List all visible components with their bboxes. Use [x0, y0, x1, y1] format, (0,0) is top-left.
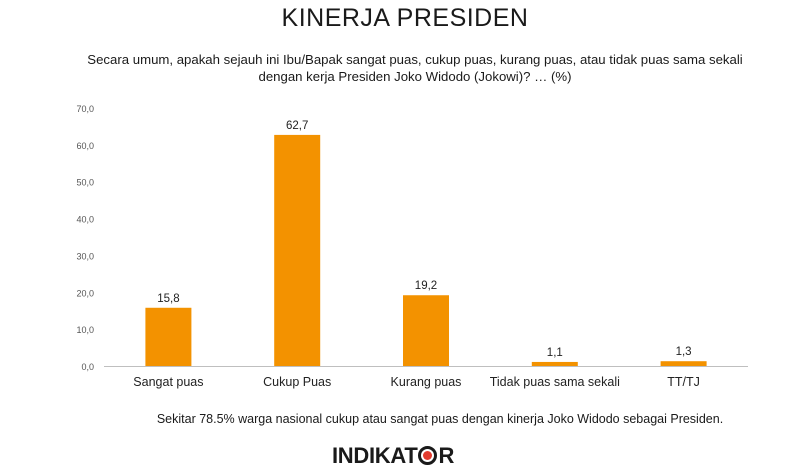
category-label: Tidak puas sama sekali [490, 375, 620, 389]
data-label: 15,8 [157, 293, 179, 305]
category-label: Cukup Puas [263, 375, 331, 389]
y-tick-label: 30,0 [76, 251, 94, 261]
data-label: 1,1 [547, 347, 563, 359]
chart-title: KINERJA PRESIDEN [281, 4, 529, 32]
logo-text-left: INDIKAT [332, 443, 418, 468]
y-tick-label: 20,0 [76, 288, 94, 298]
survey-question: Secara umum, apakah sejauh ini Ibu/Bapak… [87, 52, 743, 84]
bar-4 [531, 361, 578, 366]
category-label: TT/TJ [667, 375, 700, 389]
data-label: 19,2 [415, 280, 437, 292]
y-tick-label: 0,0 [81, 362, 94, 372]
data-label: 1,3 [676, 346, 692, 358]
indikator-logo: INDIKAT R [332, 443, 454, 469]
y-tick-label: 40,0 [76, 215, 94, 225]
y-tick-label: 10,0 [76, 325, 94, 335]
bar-5 [660, 361, 707, 366]
y-tick-label: 50,0 [76, 178, 94, 188]
category-label: Sangat puas [133, 375, 203, 389]
summary-note: Sekitar 78.5% warga nasional cukup atau … [156, 412, 724, 426]
data-label: 62,7 [286, 120, 308, 132]
category-label: Kurang puas [391, 375, 462, 389]
bar-chart: 0,0 10,0 20,0 30,0 40,0 50,0 60,0 70,0 15,8 Sanga… [76, 104, 748, 389]
logo-ring-icon [418, 446, 438, 465]
bar-1 [145, 307, 192, 366]
bar-3 [403, 295, 449, 366]
logo-text-right: R [438, 443, 455, 468]
bar-2 [274, 134, 321, 366]
y-tick-label: 70,0 [76, 104, 94, 114]
y-tick-label: 60,0 [76, 141, 94, 151]
